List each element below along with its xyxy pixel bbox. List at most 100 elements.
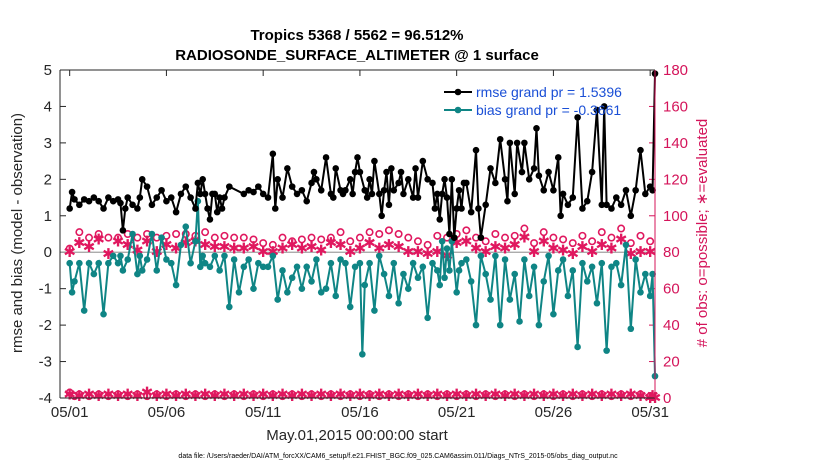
obs-evaluated-low-marker: ✱ — [83, 385, 96, 403]
bias-point — [76, 259, 83, 267]
obs-possible-marker — [375, 230, 384, 239]
rmse-point — [404, 176, 412, 183]
bias-point — [554, 267, 562, 274]
bias-point — [434, 267, 441, 274]
obs-possible-marker — [462, 226, 471, 235]
bias-point — [455, 267, 463, 274]
obs-possible-marker — [597, 228, 606, 237]
rmse-point — [535, 172, 543, 179]
bias-point — [559, 256, 567, 263]
rmse-point — [649, 186, 656, 194]
obs-possible-low-marker — [201, 392, 210, 401]
rmse-point — [216, 194, 223, 201]
rmse-point — [475, 205, 482, 212]
bias-point — [583, 278, 591, 285]
y2-tick-label: 140 — [663, 135, 688, 152]
rmse-point — [213, 208, 221, 216]
bias-point — [114, 259, 122, 267]
bias-point — [259, 263, 267, 271]
obs-evaluated-low-marker: ✱ — [63, 385, 76, 403]
obs-possible-low-marker — [413, 392, 422, 401]
obs-evaluated-low-marker: ✱ — [189, 387, 202, 405]
bias-point — [167, 259, 175, 267]
y2-tick-label: 20 — [663, 354, 680, 371]
bias-point — [390, 259, 398, 267]
rmse-point — [414, 194, 422, 201]
obs-possible-marker — [530, 239, 539, 248]
y-axis-label: rmse and bias (model - observation) — [9, 113, 26, 353]
obs-possible-marker — [433, 231, 442, 240]
rmse-point — [201, 190, 209, 198]
obs-evaluated-marker: ✱ — [276, 240, 289, 258]
obs-possible-low-marker — [646, 392, 655, 401]
y2-axis-label: # of obs: o=possible; ∗=evaluated — [694, 119, 711, 348]
obs-possible-marker — [297, 235, 306, 244]
rmse-point — [375, 190, 383, 198]
rmse-point — [100, 205, 107, 212]
bias-point — [632, 256, 639, 263]
obs-evaluated-low-marker: ✱ — [102, 385, 115, 403]
bias-point — [467, 278, 475, 285]
rmse-point — [593, 106, 601, 114]
obs-possible-marker — [491, 230, 500, 239]
bias-point — [293, 263, 301, 271]
obs-evaluated-marker: ✱ — [257, 243, 270, 261]
rmse-point — [598, 201, 606, 209]
obs-evaluated-low-marker: ✱ — [595, 387, 608, 405]
obs-evaluated-low-marker: ✱ — [112, 387, 125, 405]
x-tick-label: 05/21 — [438, 404, 476, 421]
bias-point — [409, 259, 417, 267]
obs-evaluated-low-marker: ✱ — [131, 387, 144, 405]
bias-point — [385, 292, 393, 300]
rmse-point — [429, 179, 436, 187]
bias-point — [429, 259, 436, 267]
obs-possible-marker — [278, 233, 287, 242]
bias-point — [117, 252, 124, 260]
bias-point — [172, 281, 180, 289]
obs-evaluated-low-marker: ✱ — [441, 387, 454, 405]
bias-point — [317, 289, 325, 296]
rmse-point — [330, 194, 337, 201]
rmse-point — [467, 208, 475, 216]
obs-evaluated-low-marker: ✱ — [296, 385, 309, 403]
rmse-point — [550, 186, 557, 194]
bias-point — [642, 270, 649, 278]
rmse-point — [642, 190, 649, 198]
rmse-point — [138, 176, 146, 183]
bias-point — [492, 252, 499, 260]
bias-point — [245, 256, 252, 263]
rmse-point — [342, 186, 349, 194]
rmse-point — [521, 139, 528, 147]
obs-evaluated-marker: ✱ — [92, 230, 105, 248]
bias-point — [308, 278, 315, 285]
bias-point — [477, 252, 485, 260]
obs-evaluated-low-marker: ✱ — [305, 387, 318, 405]
obs-possible-marker — [588, 237, 597, 246]
rmse-point — [400, 190, 407, 198]
bias-point — [109, 252, 117, 260]
rmse-point — [446, 230, 453, 238]
legend: rmse grand pr = 1.5396 bias grand pr = -0… — [444, 84, 622, 118]
obs-evaluated-low-marker: ✱ — [92, 387, 105, 405]
rmse-point — [158, 186, 165, 194]
rmse-point — [472, 146, 480, 154]
obs-evaluated-marker: ✱ — [344, 243, 357, 261]
bias-point — [119, 267, 127, 274]
obs-evaluated-low-marker: ✱ — [383, 387, 396, 405]
bias-point — [366, 259, 373, 267]
plot-area — [60, 70, 655, 398]
obs-possible-marker — [65, 244, 74, 253]
obs-evaluated-low-marker: ✱ — [586, 385, 599, 403]
bias-point — [85, 259, 93, 267]
rmse-point — [518, 168, 526, 176]
obs-evaluated-marker: ✱ — [325, 234, 338, 252]
obs-evaluated-low-marker: ✱ — [547, 385, 560, 403]
obs-evaluated-low-marker: ✱ — [499, 387, 512, 405]
obs-possible-marker — [220, 231, 229, 240]
rmse-point — [436, 216, 444, 223]
legend-label-rmse: rmse grand pr = 1.5396 — [476, 84, 622, 100]
y-tick-label: -4 — [39, 390, 52, 407]
obs-evaluated-marker: ✱ — [199, 236, 212, 254]
obs-evaluated-low-marker: ✱ — [179, 385, 192, 403]
bias-point — [521, 256, 528, 263]
